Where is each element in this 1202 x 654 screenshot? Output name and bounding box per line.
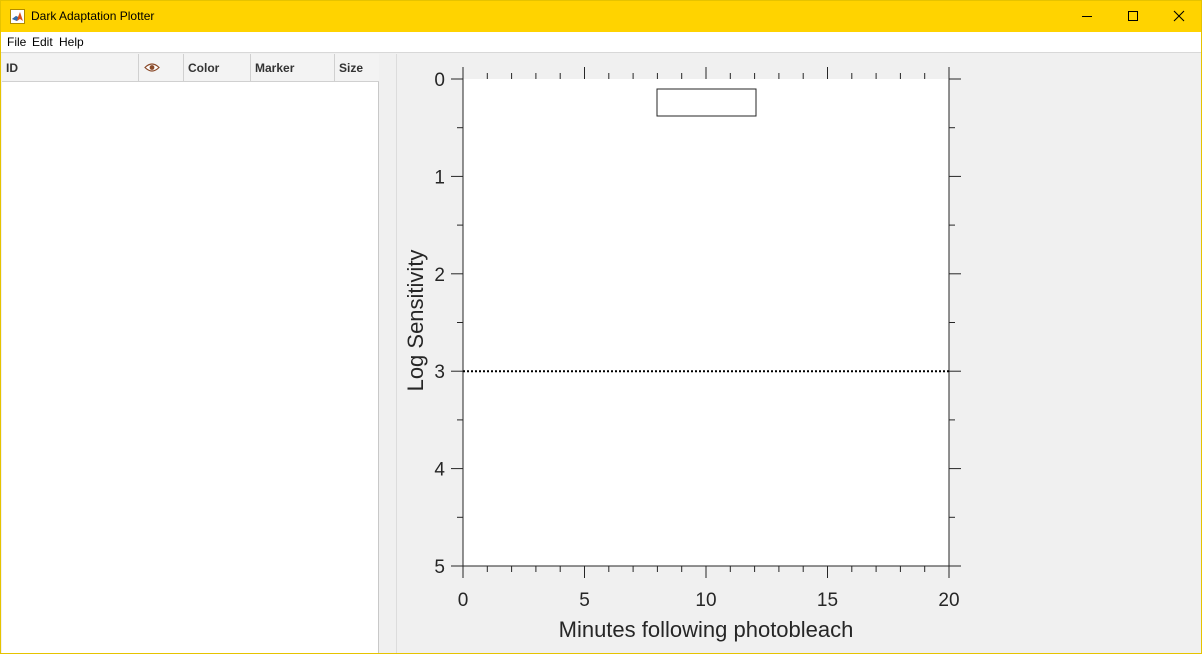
menu-bar: File Edit Help — [1, 32, 1201, 53]
y-tick-label: 0 — [434, 70, 445, 91]
table-header: ID Color Marker Size — [2, 54, 379, 82]
axes-background — [463, 79, 949, 566]
minimize-icon — [1082, 16, 1092, 17]
x-axis-label: Minutes following photobleach — [559, 617, 854, 642]
legend-box — [656, 88, 757, 117]
maximize-icon — [1128, 11, 1138, 21]
column-header-size[interactable]: Size — [339, 61, 364, 75]
column-header-marker[interactable]: Marker — [251, 54, 335, 82]
eye-icon — [144, 63, 160, 72]
minimize-button[interactable] — [1064, 1, 1110, 32]
y-tick-label: 1 — [434, 167, 445, 188]
column-header-id[interactable]: ID — [2, 54, 139, 82]
menu-file[interactable]: File — [7, 35, 27, 49]
data-table-panel: ID Color Marker Size — [2, 54, 379, 653]
y-tick-label: 2 — [434, 265, 445, 286]
x-tick-label: 0 — [458, 590, 469, 611]
plot-area: 0 5 10 15 20 0 1 2 3 4 5 Minutes following photoble… — [398, 54, 1201, 653]
y-axis-label: Log Sensitivity — [403, 250, 428, 392]
column-header-color[interactable]: Color — [184, 54, 251, 82]
window-title: Dark Adaptation Plotter — [31, 9, 155, 23]
close-icon — [1173, 10, 1185, 22]
matlab-app-icon — [10, 9, 25, 24]
y-tick-label: 3 — [434, 362, 445, 383]
y-tick-label: 5 — [434, 557, 445, 578]
close-button[interactable] — [1156, 1, 1202, 32]
maximize-button[interactable] — [1110, 1, 1156, 32]
y-tick-label: 4 — [434, 460, 445, 481]
x-tick-label: 5 — [579, 590, 590, 611]
column-header-visibility[interactable] — [139, 54, 184, 82]
x-tick-label: 10 — [695, 590, 716, 611]
panel-splitter[interactable] — [380, 54, 397, 653]
menu-help[interactable]: Help — [59, 35, 84, 49]
x-tick-label: 20 — [938, 590, 959, 611]
menu-edit[interactable]: Edit — [32, 35, 53, 49]
title-bar: Dark Adaptation Plotter — [1, 1, 1201, 32]
x-tick-label: 15 — [817, 590, 838, 611]
